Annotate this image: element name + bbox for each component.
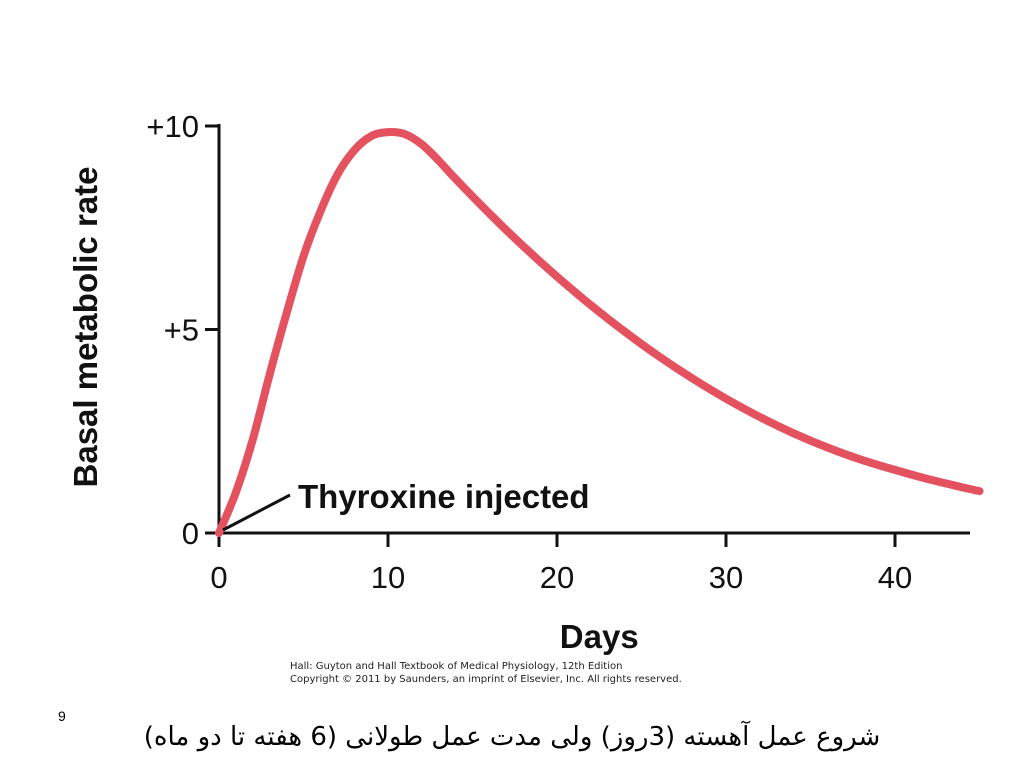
y-tick-label: 0 bbox=[182, 516, 199, 551]
credit-line-2: Copyright © 2011 by Saunders, an imprint… bbox=[290, 674, 682, 685]
labels: 0 +5 +10 0 10 20 30 40 Days Basal metabolic rate T… bbox=[67, 109, 912, 655]
x-tick-label: 20 bbox=[540, 560, 574, 595]
annotation-leader-line bbox=[222, 493, 291, 532]
y-axis-title: Basal metabolic rate bbox=[67, 167, 104, 488]
annotation-label: Thyroxine injected bbox=[298, 478, 590, 515]
x-tick-label: 30 bbox=[709, 560, 743, 595]
y-tick-label: +10 bbox=[146, 109, 199, 144]
x-axis-title: Days bbox=[560, 618, 639, 655]
bmr-curve bbox=[215, 128, 984, 537]
series bbox=[215, 128, 984, 537]
x-tick-label: 40 bbox=[878, 560, 912, 595]
credit-line-1: Hall: Guyton and Hall Textbook of Medica… bbox=[290, 661, 623, 672]
slide-caption: شروع عمل آهسته (3روز) ولی مدت عمل طولانی… bbox=[143, 722, 881, 752]
page-number: 9 bbox=[58, 708, 66, 724]
x-tick-label: 0 bbox=[210, 560, 227, 595]
y-tick-label: +5 bbox=[164, 313, 199, 348]
x-tick-label: 10 bbox=[371, 560, 405, 595]
